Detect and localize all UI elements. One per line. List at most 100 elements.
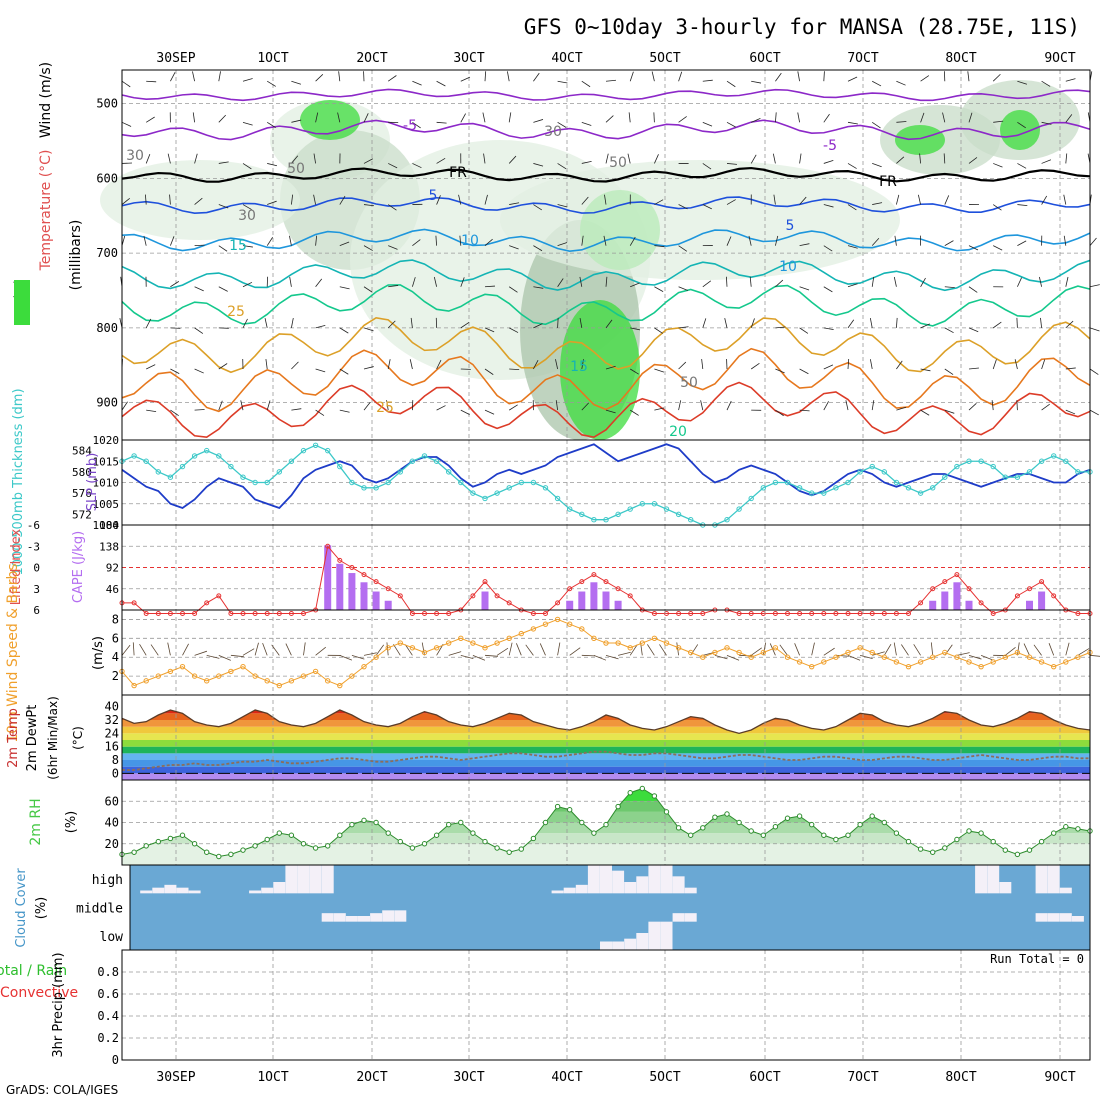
surface-wind-barb: [339, 654, 353, 661]
precip-tick-label: 0: [112, 1053, 119, 1067]
wind-speed-point: [446, 640, 452, 646]
wind-speed-point: [482, 645, 488, 651]
wind-speed-point: [591, 635, 597, 642]
cloud-bar: [370, 913, 383, 922]
wind-barb: [412, 121, 421, 129]
wind-barb: [145, 318, 152, 329]
date-label-top: 9OCT: [1044, 51, 1075, 66]
rh2m-point: [204, 849, 210, 855]
surface-wind-barb: [968, 654, 982, 660]
lifted-index-point: [845, 611, 851, 617]
wind-speed-point: [639, 640, 645, 646]
wind-speed-point: [228, 668, 234, 675]
rh-tick-label: 60: [105, 794, 119, 808]
cape-bar: [578, 591, 586, 610]
rh2m-point: [615, 803, 621, 810]
wind-barb: [460, 321, 470, 329]
wind-barb: [604, 194, 607, 205]
thickness-point: [881, 469, 887, 475]
rh2m-point: [760, 832, 766, 838]
thickness-point: [349, 479, 355, 486]
contour-label: 50: [680, 375, 698, 391]
wind-barb: [410, 317, 413, 328]
cloud-level-label: middle: [76, 902, 123, 917]
wind-barb: [772, 153, 776, 164]
rh-shading: [300, 100, 360, 140]
wind-barb: [605, 365, 616, 370]
wind-barb: [533, 286, 544, 289]
surface-wind-barb: [762, 642, 767, 656]
run-total-label: Run Total = 0: [990, 952, 1084, 966]
wind-barb: [654, 407, 665, 411]
wind-speed-point: [1026, 654, 1033, 660]
wind-barb: [169, 194, 171, 205]
lifted-index-point: [615, 586, 621, 592]
thickness-tick-label: 576: [72, 487, 92, 500]
wind-barb: [724, 318, 728, 328]
wind-barb: [823, 364, 834, 370]
rh2m-point: [567, 807, 573, 813]
surface-wind-barb: [1065, 642, 1070, 656]
wind-barb: [436, 80, 446, 87]
lifted-index-point: [325, 543, 331, 549]
wind-barb: [992, 321, 1002, 329]
surface-wind-barb: [132, 642, 135, 656]
surface-wind-barb: [167, 642, 171, 656]
wind-barb: [339, 286, 350, 290]
thickness-point: [506, 485, 512, 491]
rh2m-point: [252, 843, 258, 849]
wind-barb: [775, 72, 782, 82]
surface-wind-barb: [393, 644, 401, 656]
rh2m-point: [724, 811, 730, 817]
wind-barb: [508, 112, 512, 123]
wind-barb: [458, 194, 462, 205]
cape-bar: [360, 582, 368, 610]
wind-barb: [218, 204, 229, 209]
wind-barb: [750, 362, 760, 370]
wind-barb: [799, 409, 810, 412]
thickness-point: [276, 469, 282, 475]
wind-barb: [218, 114, 226, 123]
wind-barb: [993, 163, 1003, 168]
wind-barb: [267, 163, 278, 167]
wind-barb: [266, 121, 276, 128]
wind-barb: [1063, 194, 1067, 205]
thickness-point: [663, 506, 670, 512]
wind-barb: [388, 163, 398, 169]
wind-barb: [1017, 80, 1028, 85]
temp-band: [122, 760, 1090, 767]
cloud-bar: [575, 884, 588, 894]
rh2m-point: [276, 830, 282, 836]
surface-wind-barb: [647, 644, 655, 656]
isotherm-contour: [121, 259, 1091, 292]
lifted-index-point: [252, 611, 258, 617]
date-label-top: 1OCT: [257, 51, 288, 66]
wind-barb: [847, 283, 858, 288]
wind-barb: [509, 245, 519, 250]
wind-barb: [869, 359, 873, 370]
thickness-point: [361, 485, 367, 491]
rh-band: [122, 801, 1090, 812]
wind-barb: [194, 197, 203, 205]
lifted-index-point: [881, 611, 887, 617]
surface-wind-barb: [605, 654, 619, 660]
surface-wind-barb: [859, 654, 873, 660]
dewpt-axis-label: 2m DewPt: [25, 705, 40, 772]
wind-barb: [170, 368, 180, 374]
rh2m-point: [1063, 824, 1069, 830]
contour-label: 30: [238, 208, 256, 224]
wind-speed-point: [361, 663, 367, 670]
surface-wind-barb: [1017, 642, 1020, 656]
wind-barb: [242, 121, 253, 126]
wind-barb: [700, 400, 704, 411]
wind-tick-label: 6: [112, 631, 119, 645]
cape-bar: [336, 563, 344, 610]
wind-barb: [242, 318, 248, 329]
wind-speed-point: [784, 654, 791, 660]
wind-barb: [1065, 276, 1069, 287]
thickness-point: [179, 463, 186, 470]
thickness-point: [857, 469, 863, 475]
date-label-top: 4OCT: [551, 51, 582, 66]
wind-barb: [1041, 80, 1051, 87]
wind-barb: [872, 163, 882, 168]
